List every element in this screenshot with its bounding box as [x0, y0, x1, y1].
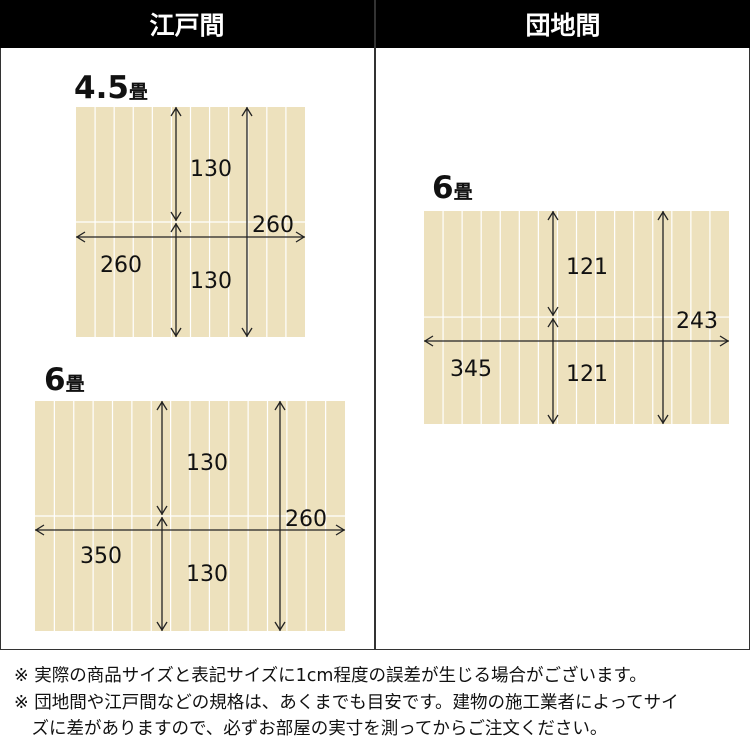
- half-depth-arrow-top-head: [156, 505, 168, 516]
- half-depth-arrow-bottom-head: [156, 621, 168, 632]
- header-edo: 江戸間: [0, 0, 374, 48]
- mat-diagrams: 260 260 130 130 350 260 130 130 345 243 121 121: [34, 106, 730, 632]
- title-danchi-6: 6畳: [432, 170, 473, 206]
- half-depth-label-bottom: 130: [190, 269, 232, 294]
- width-arrow-head: [719, 335, 730, 347]
- half-depth-arrow-top-head: [170, 211, 182, 222]
- half-depth-arrow-top-head: [547, 306, 559, 317]
- note-1: ※ 実際の商品サイズと表記サイズに1cm程度の誤差が生じる場合がございます。: [14, 666, 647, 686]
- half-depth-arrow-bottom-head: [170, 327, 182, 338]
- width-arrow-head: [295, 231, 306, 243]
- mat-edo-6: [35, 401, 345, 631]
- depth-label: 260: [252, 213, 294, 238]
- half-depth-label-top: 121: [566, 255, 608, 280]
- width-arrow-head: [34, 524, 45, 536]
- mat-danchi-6: [424, 211, 729, 424]
- half-depth-arrow-bottom-head: [547, 414, 559, 425]
- half-depth-arrow-bottom-head: [156, 516, 168, 527]
- depth-arrow-head: [657, 210, 669, 221]
- note-2: ※ 団地間や江戸間などの規格は、あくまでも目安です。建物の施工業者によってサイ: [14, 693, 679, 713]
- depth-label: 243: [676, 309, 718, 334]
- depth-arrow-head: [241, 106, 253, 117]
- note-3: ズに差がありますので、必ずお部屋の実寸を測ってからご注文ください。: [14, 719, 608, 739]
- panel-divider: [374, 0, 376, 650]
- half-depth-arrow-bottom-head: [547, 317, 559, 328]
- depth-arrow-head: [274, 621, 286, 632]
- width-arrow-head: [423, 335, 434, 347]
- half-depth-arrow-top-head: [547, 210, 559, 221]
- width-label: 260: [100, 253, 142, 278]
- title-edo-6: 6畳: [44, 362, 85, 398]
- mat-edo-4-5: [76, 107, 305, 337]
- header-danchi: 団地間: [376, 0, 750, 48]
- width-label: 345: [450, 357, 492, 382]
- depth-arrow-head: [274, 400, 286, 411]
- depth-arrow-head: [657, 414, 669, 425]
- half-depth-label-top: 130: [190, 157, 232, 182]
- width-arrow-head: [335, 524, 346, 536]
- title-edo-4-5: 4.5畳: [74, 70, 148, 106]
- width-arrow-head: [75, 231, 86, 243]
- width-label: 350: [80, 544, 122, 569]
- half-depth-label-bottom: 121: [566, 362, 608, 387]
- depth-arrow-head: [241, 327, 253, 338]
- half-depth-label-top: 130: [186, 451, 228, 476]
- depth-label: 260: [285, 507, 327, 532]
- half-depth-label-bottom: 130: [186, 562, 228, 587]
- half-depth-arrow-top-head: [170, 106, 182, 117]
- half-depth-arrow-top-head: [156, 400, 168, 411]
- half-depth-arrow-bottom-head: [170, 222, 182, 233]
